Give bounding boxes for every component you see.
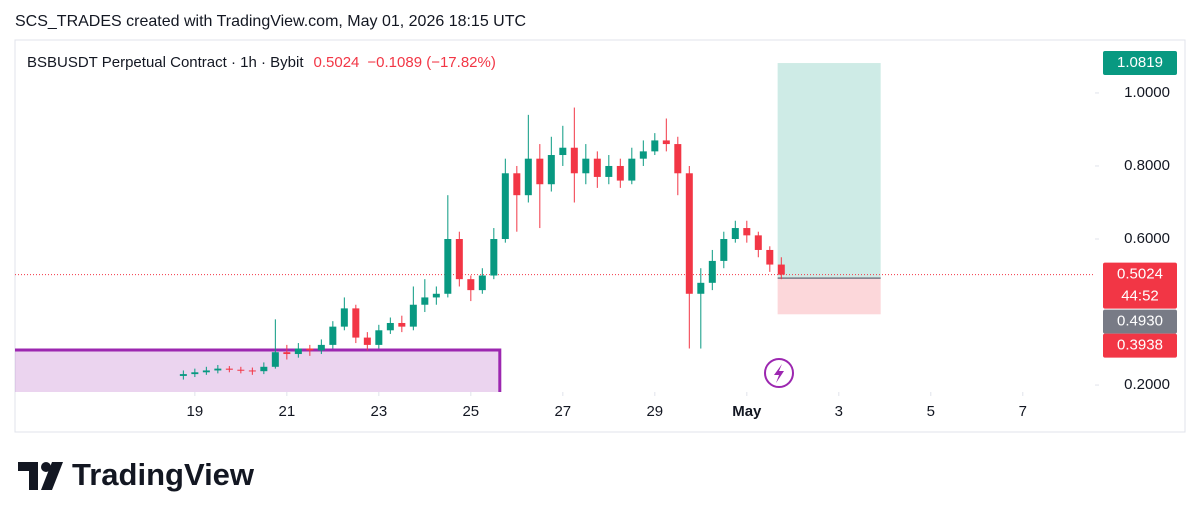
candle-body: [628, 158, 636, 181]
candle-body: [697, 282, 705, 294]
candle-body: [317, 344, 325, 351]
candle-body: [766, 249, 774, 265]
entry-label: 0.4930: [1117, 313, 1163, 330]
candle-body: [777, 264, 785, 275]
y-tick-label: 0.2000: [1124, 376, 1170, 393]
candle-body: [237, 369, 245, 371]
x-tick-label: 7: [1019, 403, 1027, 420]
last-price-label: 0.5024: [1117, 266, 1163, 283]
x-tick-label: 29: [646, 403, 663, 420]
candle-body: [639, 151, 647, 159]
candle-body: [685, 173, 693, 294]
candle-body: [352, 308, 360, 338]
logo: TradingView: [18, 457, 255, 492]
candle-body: [294, 348, 302, 355]
candle-body: [547, 155, 555, 185]
candle-body: [444, 239, 452, 294]
candle-body: [283, 352, 291, 355]
last-price-box: [1103, 262, 1177, 309]
chart-frame: [14, 39, 1186, 433]
candle-body: [375, 330, 383, 345]
x-tick-label: 25: [462, 403, 479, 420]
candle-body: [202, 370, 210, 373]
candle-body: [260, 366, 268, 372]
candle-body: [708, 260, 716, 283]
legend-price: 0.5024: [314, 54, 360, 71]
x-tick-label: 5: [927, 403, 935, 420]
candle-body: [271, 352, 279, 367]
candle-body: [593, 158, 601, 177]
x-tick-label: 23: [370, 403, 387, 420]
candle-body: [306, 348, 314, 351]
plot: [15, 63, 1095, 392]
stop-label-box: [1103, 333, 1177, 358]
x-tick-label: 3: [835, 403, 843, 420]
candle-body: [582, 158, 590, 174]
candle-body: [720, 239, 728, 261]
candle-body: [651, 140, 659, 152]
candle-body: [524, 158, 532, 196]
candle-body: [363, 337, 371, 345]
candle-body: [214, 368, 222, 371]
candle-body: [513, 173, 521, 196]
candle-body: [743, 228, 751, 236]
legend-change: −0.1089 (−17.82%): [367, 54, 495, 71]
candle-body: [605, 165, 613, 177]
stop-zone: [777, 278, 881, 315]
y-tick-label: 1.0000: [1124, 84, 1170, 101]
alert-icon: [764, 358, 794, 388]
candle-body: [432, 293, 440, 298]
candle-body: [731, 228, 739, 240]
stop-label: 0.3938: [1117, 337, 1163, 354]
candle-body: [570, 147, 578, 174]
candle-body: [329, 326, 337, 345]
candle-body: [674, 144, 682, 174]
candle-body: [559, 147, 567, 156]
axes: 0.2000 0.6000 0.8000 1.0000 19 21 23 25 27 29 May 3…: [187, 51, 1177, 420]
zone: [15, 348, 502, 392]
candle-body: [501, 173, 509, 240]
candle-body: [248, 370, 256, 372]
y-tick-label: 0.8000: [1124, 157, 1170, 174]
target-label-box: [1103, 51, 1177, 76]
target-label: 1.0819: [1117, 54, 1163, 71]
x-tick-label: 21: [278, 403, 295, 420]
candle-body: [662, 140, 670, 145]
candle-body: [386, 322, 394, 331]
candle-body: [398, 322, 406, 327]
x-tick-label: 27: [554, 403, 571, 420]
candle-body: [490, 239, 498, 276]
candle-body: [179, 374, 187, 376]
x-tick-label: May: [732, 403, 762, 420]
candle-body: [455, 239, 463, 280]
candle-body: [225, 368, 233, 370]
candle-body: [616, 165, 624, 181]
entry-label-box: [1103, 309, 1177, 334]
candle-body: [754, 235, 762, 250]
target-zone: [777, 63, 881, 279]
candle-body: [421, 297, 429, 305]
candle-body: [340, 308, 348, 327]
symbol-title: BSBUSDT Perpetual Contract · 1h · Bybit: [27, 54, 304, 71]
x-tick-label: 19: [187, 403, 204, 420]
logo-text: TradingView: [72, 457, 255, 492]
legend: BSBUSDT Perpetual Contract · 1h · Bybit 0…: [27, 54, 496, 71]
header: SCS_TRADES created with TradingView.com,…: [15, 13, 526, 30]
candle-body: [467, 279, 475, 291]
y-tick-label: 0.6000: [1124, 230, 1170, 247]
candle-body: [191, 372, 199, 375]
countdown: 44:52: [1121, 288, 1159, 305]
candle-body: [536, 158, 544, 185]
candle-body: [409, 304, 417, 327]
candle-body: [478, 275, 486, 291]
